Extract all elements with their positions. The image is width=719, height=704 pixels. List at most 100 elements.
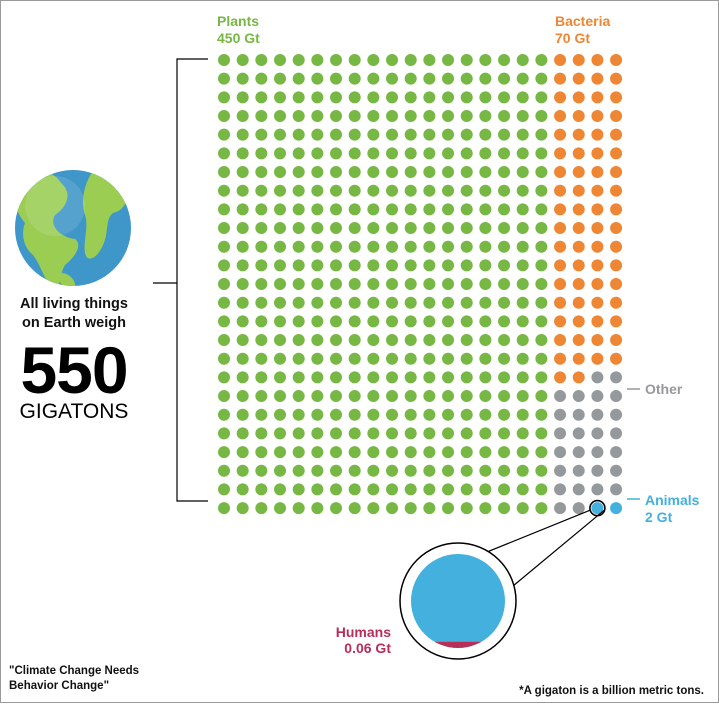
footnote: *A gigaton is a billion metric tons.	[519, 685, 704, 697]
dot-plants	[274, 315, 287, 328]
dot-plants	[255, 110, 268, 123]
dot-plants	[479, 390, 492, 403]
dot-plants	[348, 334, 361, 347]
dot-plants	[535, 128, 548, 141]
dot-plants	[516, 483, 529, 496]
dot-plants	[255, 502, 268, 515]
dot-plants	[460, 184, 473, 197]
dot-plants	[348, 72, 361, 85]
dot-bacteria	[591, 240, 604, 253]
dot-plants	[516, 502, 529, 515]
dot-plants	[348, 408, 361, 421]
dot-plants	[479, 427, 492, 440]
dot-plants	[292, 166, 305, 179]
dot-plants	[236, 408, 249, 421]
dot-plants	[516, 240, 529, 253]
dot-plants	[218, 483, 230, 496]
dot-plants	[348, 278, 361, 291]
dot-plants	[218, 128, 230, 141]
dot-bacteria	[591, 352, 604, 365]
dot-plants	[404, 483, 417, 496]
label-animals-name: Animals	[645, 492, 700, 508]
dot-plants	[274, 259, 287, 272]
dot-other	[572, 464, 585, 477]
dot-bacteria	[591, 278, 604, 291]
dot-bacteria	[572, 72, 585, 85]
dot-plants	[274, 222, 287, 235]
dot-plants	[236, 72, 249, 85]
dot-plants	[236, 259, 249, 272]
dot-plants	[367, 352, 380, 365]
dot-bacteria	[572, 128, 585, 141]
group-bracket	[153, 58, 208, 502]
dot-plants	[292, 184, 305, 197]
dot-plants	[386, 147, 399, 160]
dot-plants	[236, 371, 249, 384]
dot-plants	[535, 502, 548, 515]
dot-plants	[292, 352, 305, 365]
dot-plants	[479, 315, 492, 328]
dot-plants	[423, 390, 436, 403]
dot-plants	[423, 502, 436, 515]
dot-plants	[535, 54, 548, 66]
dot-bacteria	[572, 315, 585, 328]
dot-plants	[516, 72, 529, 85]
dot-plants	[255, 296, 268, 309]
dot-plants	[274, 240, 287, 253]
dot-other	[554, 390, 567, 403]
dot-plants	[255, 278, 268, 291]
dot-bacteria	[572, 278, 585, 291]
dot-bacteria	[554, 184, 567, 197]
dot-plants	[236, 240, 249, 253]
dot-plants	[516, 278, 529, 291]
label-humans-name: Humans	[336, 624, 391, 640]
dot-bacteria	[610, 128, 623, 141]
dot-plants	[479, 91, 492, 104]
dot-plants	[386, 128, 399, 141]
dot-plants	[404, 166, 417, 179]
dot-plants	[423, 408, 436, 421]
dot-plants	[498, 408, 511, 421]
dot-plants	[292, 483, 305, 496]
dot-other	[572, 502, 585, 515]
dot-plants	[460, 296, 473, 309]
dot-plants	[404, 54, 417, 66]
dot-plants	[498, 315, 511, 328]
dot-plants	[330, 166, 343, 179]
dot-plants	[404, 240, 417, 253]
dot-plants	[423, 427, 436, 440]
dot-plants	[330, 315, 343, 328]
dot-other	[610, 408, 623, 421]
dot-plants	[535, 315, 548, 328]
dot-plants	[516, 408, 529, 421]
dot-plants	[274, 91, 287, 104]
dot-plants	[255, 427, 268, 440]
dot-bacteria	[591, 147, 604, 160]
dot-plants	[442, 128, 455, 141]
dot-plants	[236, 91, 249, 104]
dot-plants	[218, 72, 230, 85]
source-line-1: "Climate Change Needs	[9, 665, 140, 677]
dot-plants	[330, 128, 343, 141]
dot-plants	[236, 483, 249, 496]
dot-bacteria	[554, 334, 567, 347]
dot-plants	[255, 371, 268, 384]
dot-plants	[442, 334, 455, 347]
dot-plants	[498, 259, 511, 272]
dot-plants	[386, 315, 399, 328]
dot-plants	[236, 222, 249, 235]
dot-plants	[460, 315, 473, 328]
dot-other	[554, 483, 567, 496]
dot-plants	[367, 72, 380, 85]
dot-plants	[535, 296, 548, 309]
dot-grid	[218, 54, 623, 515]
dot-plants	[442, 110, 455, 123]
dot-plants	[423, 72, 436, 85]
dot-plants	[516, 334, 529, 347]
dot-other	[591, 464, 604, 477]
dot-bacteria	[554, 296, 567, 309]
dot-bacteria	[610, 240, 623, 253]
dot-bacteria	[554, 54, 567, 66]
dot-plants	[292, 315, 305, 328]
dot-plants	[274, 184, 287, 197]
